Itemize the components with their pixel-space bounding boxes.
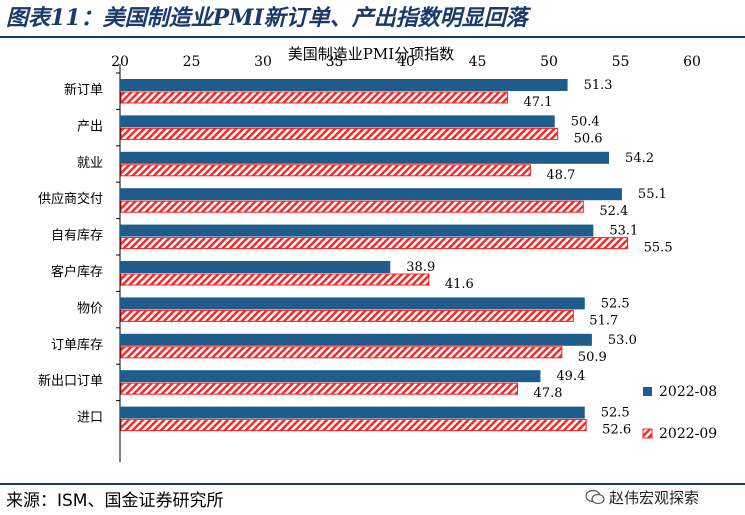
bar-2022-08	[120, 224, 594, 237]
chart-title: 美国制造业PMI分项指数	[288, 45, 454, 63]
data-label-2022-09: 47.8	[534, 386, 563, 401]
wechat-icon	[585, 489, 605, 505]
legend-swatch-2022-09	[642, 428, 653, 439]
data-label-2022-09: 52.6	[602, 423, 631, 438]
data-label-2022-08: 49.4	[556, 369, 585, 384]
bar-2022-09	[120, 346, 563, 359]
watermark: 赵伟宏观探索	[585, 487, 699, 508]
legend-label-2022-09: 2022-09	[659, 426, 717, 442]
x-tick-label: 40	[397, 54, 415, 70]
data-label-2022-08: 51.3	[584, 78, 613, 93]
data-label-2022-09: 41.6	[445, 277, 474, 292]
bar-2022-09	[120, 237, 629, 250]
category-label: 新出口订单	[38, 373, 103, 389]
bar-2022-08	[120, 333, 592, 346]
bar-2022-09	[120, 127, 559, 140]
data-label-2022-09: 47.1	[524, 95, 553, 110]
x-axis: 20 25 30 35 40 45 50 55 60	[111, 54, 701, 70]
x-tick-label: 30	[254, 54, 272, 70]
bar-2022-08	[120, 406, 585, 419]
category-label: 就业	[77, 156, 103, 171]
x-tick-label: 60	[683, 54, 701, 70]
category-label: 物价	[77, 301, 103, 316]
data-label-2022-08: 55.1	[638, 187, 667, 202]
category-label: 新订单	[64, 82, 103, 98]
figure-title: 图表11：美国制造业PMI新订单、产出指数明显回落	[6, 5, 528, 31]
bar-2022-08	[120, 115, 555, 128]
category-label: 客户库存	[51, 264, 103, 280]
data-label-2022-08: 52.5	[601, 296, 630, 311]
data-label-2022-08: 52.5	[601, 406, 630, 421]
data-label-2022-08: 50.4	[571, 114, 600, 129]
x-tick-label: 50	[540, 54, 558, 70]
data-label-2022-09: 52.4	[599, 204, 628, 219]
data-label-2022-08: 54.2	[625, 151, 654, 166]
data-label-2022-09: 55.5	[644, 241, 673, 256]
bar-2022-08	[120, 151, 610, 164]
bar-2022-09	[120, 273, 430, 286]
bars	[120, 79, 629, 432]
category-label: 供应商交付	[38, 191, 103, 207]
legend: 2022-08 2022-09	[642, 384, 717, 442]
bar-2022-09	[120, 164, 531, 177]
data-label-2022-09: 51.7	[589, 313, 618, 328]
bar-2022-08	[120, 261, 391, 273]
pmi-bar-chart: 美国制造业PMI分项指数 20 25 30 35 40 45 50 55 60 新订单产出就业供…	[38, 45, 717, 462]
x-tick-label: 45	[469, 54, 487, 70]
data-label-2022-08: 38.9	[406, 260, 435, 275]
legend-swatch-2022-08	[643, 387, 652, 396]
category-label: 产出	[77, 119, 103, 134]
legend-label-2022-08: 2022-08	[659, 384, 717, 400]
x-tick-label: 25	[183, 54, 201, 70]
bar-2022-09	[120, 382, 519, 395]
source-note: 来源：ISM、国金证券研究所	[6, 491, 224, 511]
data-label-2022-08: 53.1	[609, 224, 638, 239]
bar-2022-09	[120, 91, 509, 104]
data-label-2022-09: 50.6	[574, 131, 603, 146]
source-rule	[0, 483, 745, 485]
category-label: 进口	[77, 411, 103, 426]
title-rule	[0, 36, 745, 38]
data-labels: 51.3 47.1 50.4 50.6 54.2 48.7 55.1 52.4 53.1 55.5…	[406, 78, 672, 438]
bar-2022-08	[120, 370, 541, 383]
bar-2022-08	[120, 79, 568, 91]
x-tick-label: 55	[612, 54, 630, 70]
x-tick-label: 35	[326, 54, 344, 70]
category-label: 自有库存	[51, 228, 103, 244]
category-label: 订单库存	[51, 337, 103, 353]
bar-2022-09	[120, 419, 587, 432]
bar-2022-09	[120, 200, 584, 213]
data-label-2022-09: 48.7	[546, 168, 575, 183]
watermark-text: 赵伟宏观探索	[609, 489, 700, 507]
x-tick-label: 20	[111, 54, 129, 70]
bar-2022-08	[120, 188, 622, 201]
bar-2022-09	[120, 309, 574, 322]
data-label-2022-09: 50.9	[578, 350, 607, 365]
bar-2022-08	[120, 297, 585, 310]
data-label-2022-08: 53.0	[608, 333, 637, 348]
